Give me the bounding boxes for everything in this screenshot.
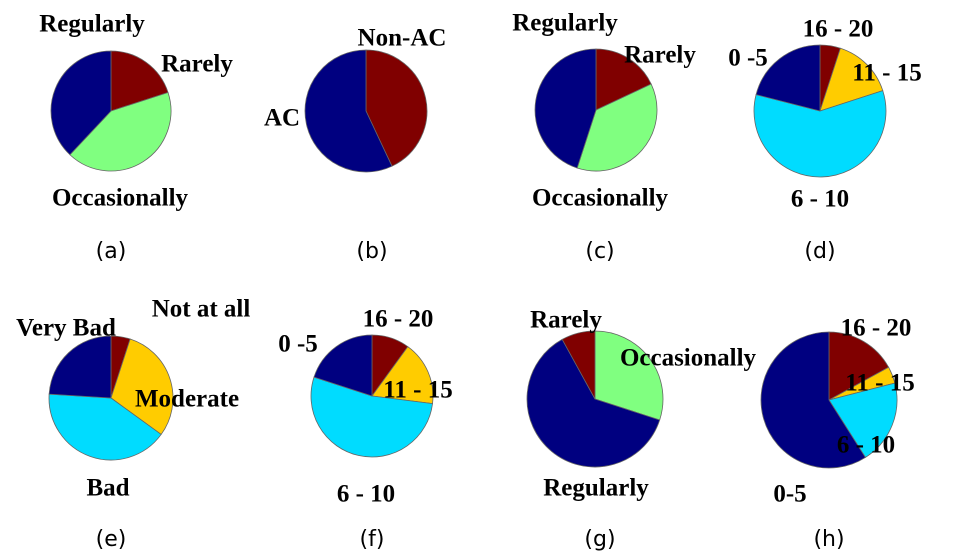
panel-caption: (h)	[813, 527, 844, 552]
slice-label: Bad	[86, 475, 129, 502]
pie-slice	[110, 338, 174, 435]
panel-caption: (f)	[360, 527, 385, 552]
pie-slice	[69, 91, 172, 172]
slice-label: 0-5	[773, 481, 806, 508]
slice-label: Rarely	[530, 307, 602, 334]
panel-caption: (b)	[356, 239, 387, 264]
pie-panel-c: Rarely Occasionally Regularly (c)	[512, 10, 696, 264]
slice-label: Rarely	[161, 51, 233, 78]
slice-label: 11 - 15	[383, 377, 452, 404]
pie-slice	[48, 393, 162, 461]
panel-caption: (d)	[804, 239, 835, 264]
pie-slice	[313, 334, 373, 397]
pie-slice	[534, 48, 597, 169]
pie-panel-g: Occasionally Regularly Rarely (g)	[526, 307, 757, 552]
slice-label: 6 - 10	[837, 432, 895, 459]
pie-slice	[828, 382, 898, 458]
pie-slice	[310, 376, 433, 458]
pie-slice	[48, 335, 112, 399]
slice-label: Not at all	[152, 296, 251, 323]
pie-slice	[594, 330, 664, 421]
pie-slice	[595, 48, 652, 111]
pie-panel-a: Rarely Occasionally Regularly (a)	[39, 11, 233, 264]
slice-label: Moderate	[135, 386, 239, 413]
pie-slice	[50, 50, 112, 156]
pie-panel-e: Not at all Moderate Bad Very Bad (e)	[16, 296, 250, 552]
panel-caption: (e)	[96, 527, 127, 552]
pie-slice	[828, 331, 890, 401]
slice-label: AC	[264, 105, 300, 132]
slice-label: 16 - 20	[841, 315, 912, 342]
slice-label: 11 - 15	[852, 60, 921, 87]
slice-label: 0 -5	[728, 45, 768, 72]
panel-caption: (g)	[584, 527, 615, 552]
slice-label: Non-AC	[358, 25, 447, 52]
slice-label: Regularly	[39, 11, 145, 38]
panel-caption: (c)	[585, 239, 614, 264]
slice-label: Regularly	[512, 10, 618, 37]
slice-label: 6 - 10	[337, 481, 395, 508]
slice-label: 0 -5	[278, 331, 318, 358]
slice-label: Regularly	[543, 475, 649, 502]
pie-slice	[526, 338, 661, 468]
slice-label: 16 - 20	[363, 306, 434, 333]
pie-panel-h: 16 - 20 11 - 15 6 - 10 0-5 (h)	[760, 315, 915, 552]
pie-slice	[755, 44, 821, 112]
pie-panel-b: Non-AC AC (b)	[264, 25, 447, 264]
pie-slice	[304, 49, 393, 173]
pie-slice	[561, 330, 596, 400]
pie-slice	[110, 50, 169, 112]
panel-caption: (a)	[96, 239, 127, 264]
slice-label: Occasionally	[620, 345, 757, 372]
pie-panel-d: 16 - 20 11 - 15 6 - 10 0 -5 (d)	[728, 16, 922, 264]
pie-panel-f: 16 - 20 11 - 15 6 - 10 0 -5 (f)	[278, 306, 453, 552]
slice-label: Very Bad	[16, 315, 116, 342]
pie-slice	[371, 346, 434, 405]
pie-slice	[753, 90, 887, 178]
slice-label: Occasionally	[52, 185, 189, 212]
pie-slice	[576, 83, 658, 172]
slice-label: 11 - 15	[845, 370, 914, 397]
pie-slice	[365, 49, 428, 167]
pie-slice	[760, 331, 866, 469]
slice-label: 16 - 20	[803, 16, 874, 43]
slice-label: Rarely	[624, 42, 696, 69]
slice-label: 6 - 10	[791, 186, 849, 213]
slice-label: Occasionally	[532, 185, 669, 212]
